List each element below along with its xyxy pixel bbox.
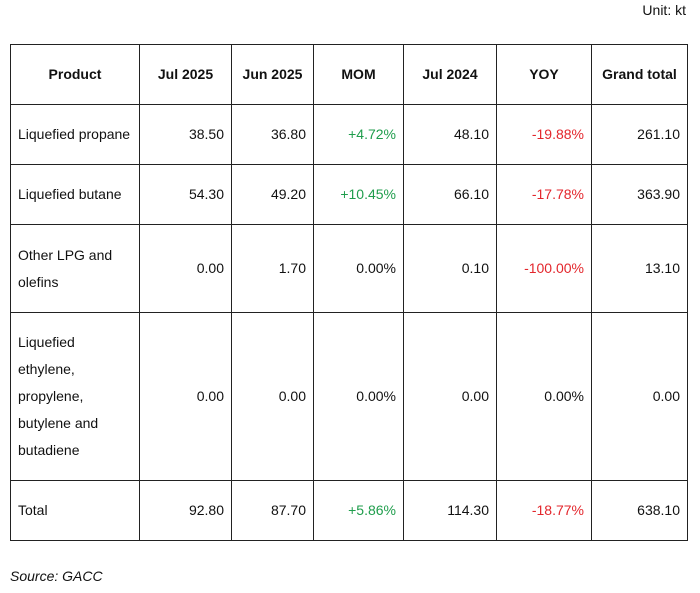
value-cell: 66.10 — [403, 164, 497, 225]
value-cell: 0.00 — [591, 312, 688, 481]
table-row: Liquefied butane 54.30 49.20 +10.45% 66.10 -1… — [10, 164, 688, 225]
value-cell: 49.20 — [231, 164, 314, 225]
product-cell: Other LPG and olefins — [10, 224, 140, 313]
column-header: Jul 2024 — [403, 44, 497, 105]
value-cell: -100.00% — [496, 224, 592, 313]
value-cell: +10.45% — [313, 164, 404, 225]
product-cell: Liquefied ethylene, propylene, butylene … — [10, 312, 140, 481]
value-cell: 92.80 — [139, 480, 232, 541]
value-cell: 114.30 — [403, 480, 497, 541]
data-table: Product Jul 2025 Jun 2025 MOM Jul 2024 YOY Gra… — [10, 44, 688, 541]
value-cell: 13.10 — [591, 224, 688, 313]
value-cell: 363.90 — [591, 164, 688, 225]
value-cell: 0.00% — [313, 312, 404, 481]
table-row: Total 92.80 87.70 +5.86% 114.30 -18.77% 638.10 — [10, 480, 688, 541]
value-cell: +4.72% — [313, 104, 404, 165]
value-cell: 0.10 — [403, 224, 497, 313]
value-cell: 0.00 — [139, 224, 232, 313]
value-cell: 48.10 — [403, 104, 497, 165]
value-cell: -17.78% — [496, 164, 592, 225]
value-cell: 0.00 — [403, 312, 497, 481]
product-cell: Liquefied propane — [10, 104, 140, 165]
column-header: Grand total — [591, 44, 688, 105]
table-row: Other LPG and olefins 0.00 1.70 0.00% 0.10 -1… — [10, 224, 688, 313]
value-cell: 0.00 — [139, 312, 232, 481]
value-cell: -19.88% — [496, 104, 592, 165]
column-header: Jul 2025 — [139, 44, 232, 105]
value-cell: 261.10 — [591, 104, 688, 165]
product-cell: Total — [10, 480, 140, 541]
column-header: Product — [10, 44, 140, 105]
product-cell: Liquefied butane — [10, 164, 140, 225]
value-cell: 36.80 — [231, 104, 314, 165]
value-cell: 87.70 — [231, 480, 314, 541]
value-cell: 0.00% — [313, 224, 404, 313]
value-cell: 0.00 — [231, 312, 314, 481]
column-header: MOM — [313, 44, 404, 105]
value-cell: 1.70 — [231, 224, 314, 313]
table-row: Liquefied ethylene, propylene, butylene … — [10, 312, 688, 481]
value-cell: +5.86% — [313, 480, 404, 541]
value-cell: -18.77% — [496, 480, 592, 541]
source-note: Source: GACC — [10, 568, 103, 584]
value-cell: 54.30 — [139, 164, 232, 225]
column-header: Jun 2025 — [231, 44, 314, 105]
value-cell: 38.50 — [139, 104, 232, 165]
value-cell: 0.00% — [496, 312, 592, 481]
header-row: Product Jul 2025 Jun 2025 MOM Jul 2024 YOY Gra… — [10, 44, 688, 105]
unit-label: Unit: kt — [642, 2, 686, 18]
table-row: Liquefied propane 38.50 36.80 +4.72% 48.10 -1… — [10, 104, 688, 165]
column-header: YOY — [496, 44, 592, 105]
value-cell: 638.10 — [591, 480, 688, 541]
